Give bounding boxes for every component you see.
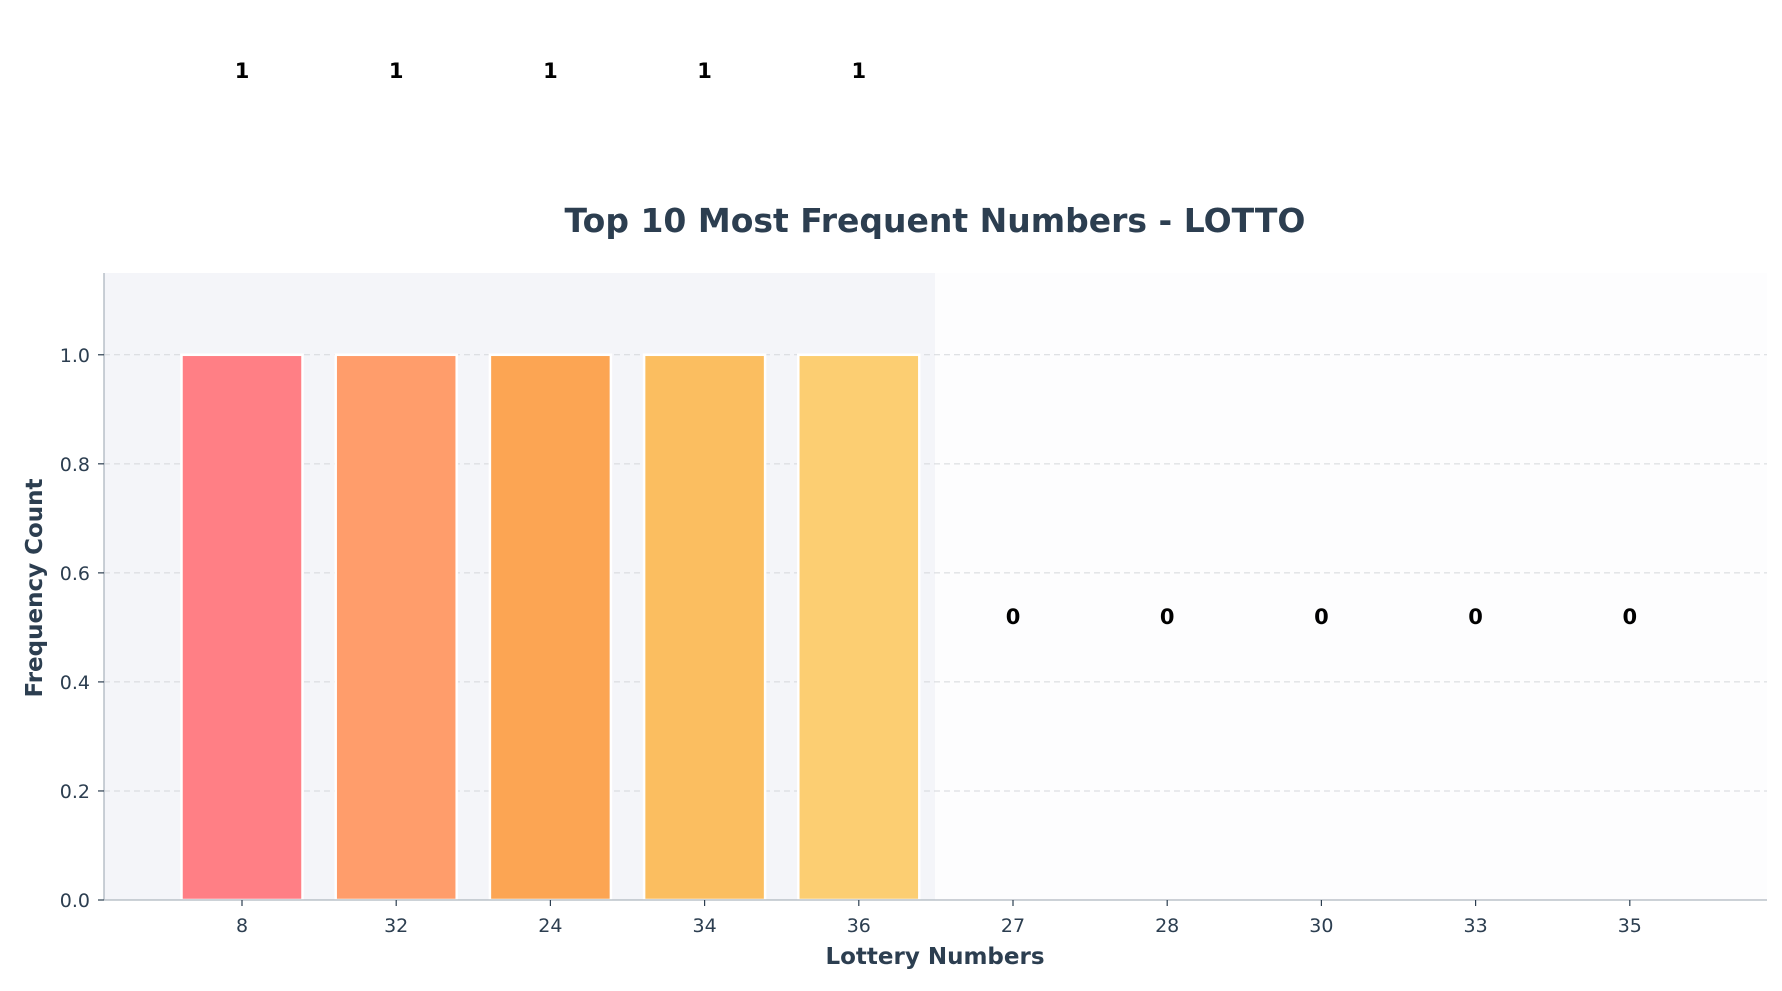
y-tick-label: 0.6 (60, 563, 90, 585)
bar-value-label: 1 (697, 59, 712, 83)
y-tick-label: 0.0 (60, 890, 90, 912)
y-tick-label: 0.2 (60, 781, 90, 803)
x-tick-label: 36 (847, 915, 871, 937)
gridlines (104, 354, 1767, 792)
bar-value-label: 1 (389, 59, 404, 83)
x-axis-label: Lottery Numbers (825, 944, 1044, 970)
bar (642, 353, 767, 902)
y-ticks: 0.0 0.2 0.4 0.6 0.8 1.0 (60, 345, 104, 912)
x-tick-label: 27 (1001, 915, 1025, 937)
bar (334, 353, 458, 902)
value-labels: 1 1 1 1 1 0 0 0 0 0 (235, 59, 1637, 629)
bar-value-label: 0 (1006, 605, 1021, 629)
bar-value-label: 1 (851, 59, 866, 83)
x-tick-label: 33 (1464, 915, 1488, 937)
y-tick-label: 0.4 (60, 672, 90, 694)
y-tick-label: 1.0 (60, 345, 90, 367)
y-axis-label: Frequency Count (22, 478, 48, 697)
bar (488, 353, 613, 902)
y-tick-label: 0.8 (60, 454, 90, 476)
x-tick-label: 8 (236, 915, 248, 937)
bar-value-label: 0 (1160, 605, 1175, 629)
x-ticks: 8 32 24 34 36 27 28 30 33 35 (236, 900, 1642, 937)
x-tick-label: 30 (1309, 915, 1333, 937)
bar-value-label: 0 (1314, 605, 1329, 629)
bar (180, 353, 304, 902)
x-tick-label: 35 (1618, 915, 1642, 937)
bar (797, 353, 921, 902)
x-tick-label: 34 (693, 915, 717, 937)
x-tick-label: 28 (1155, 915, 1179, 937)
x-tick-label: 24 (538, 915, 562, 937)
bar-value-label: 0 (1622, 605, 1637, 629)
plot-background-right (935, 273, 1767, 900)
bar-value-label: 1 (235, 59, 250, 83)
chart-title: Top 10 Most Frequent Numbers - LOTTO (565, 201, 1306, 240)
bars (180, 353, 921, 902)
bar-value-label: 1 (543, 59, 558, 83)
x-tick-label: 32 (384, 915, 408, 937)
bar-value-label: 0 (1468, 605, 1483, 629)
